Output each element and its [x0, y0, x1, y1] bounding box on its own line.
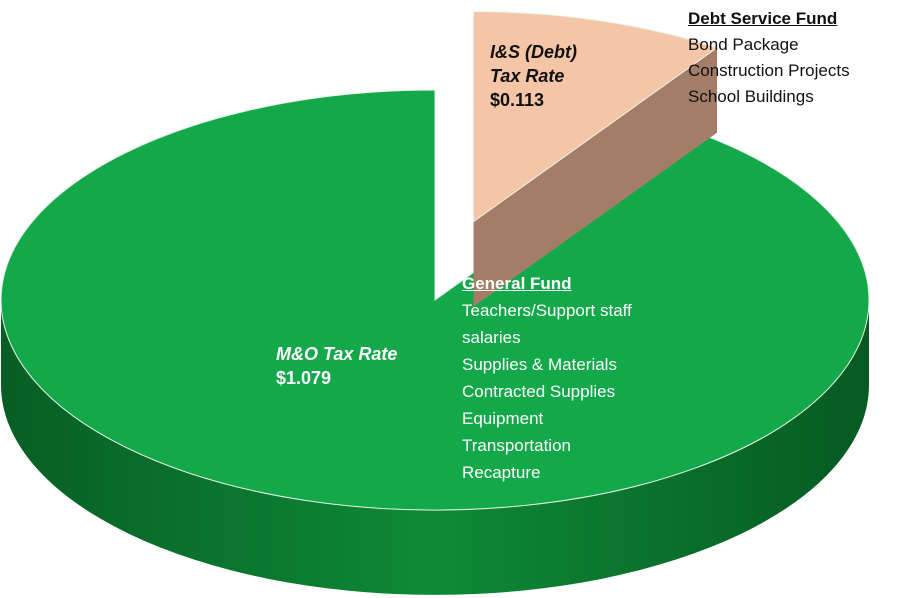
annotation-item: Bond Package [688, 35, 799, 54]
value-label: $0.113 [490, 90, 545, 110]
slice-side [473, 47, 717, 307]
annotation: General Fund Teachers/Support staff salar… [462, 270, 677, 486]
annotation-item: School Buildings [688, 87, 814, 106]
slice [0, 89, 870, 511]
slice-label: M&O Tax Rate $1.079 [276, 342, 416, 390]
category-label: I&S (Debt) Tax Rate [490, 42, 577, 86]
slice-label: I&S (Debt) Tax Rate $0.113 [490, 40, 600, 112]
annotation: Debt Service Fund Bond Package Constructio… [688, 6, 922, 110]
annotation-item: Equipment [462, 409, 544, 428]
annotation-item: Construction Projects [688, 61, 850, 80]
annotation-item: Supplies & Materials [462, 355, 617, 374]
slice-side [1, 300, 869, 595]
value-label: $1.079 [276, 368, 332, 388]
slice [472, 11, 719, 223]
category-label: M&O Tax Rate [276, 344, 398, 364]
annotation-item: Teachers/Support staff salaries [462, 301, 632, 347]
annotation-title: Debt Service Fund [688, 9, 838, 28]
annotation-item: Recapture [462, 463, 541, 482]
annotation-item: Contracted Supplies [462, 382, 616, 401]
annotation-title: General Fund [462, 274, 572, 293]
annotation-item: Transportation [462, 436, 571, 455]
